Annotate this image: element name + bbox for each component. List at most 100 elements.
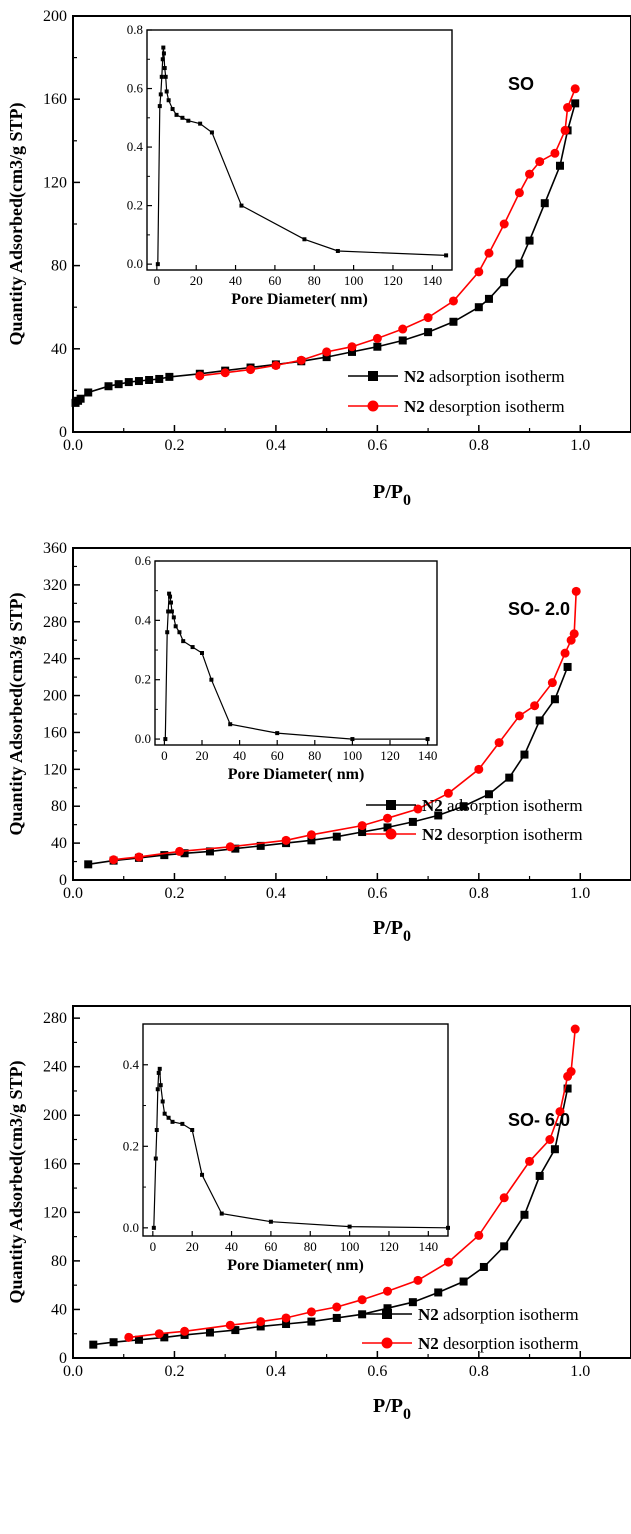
data-point	[545, 1135, 555, 1145]
x-tick-label: 0.0	[63, 1363, 83, 1380]
inset-data-point	[180, 115, 185, 120]
legend-label-gas: N2	[418, 1334, 439, 1353]
data-point	[134, 1335, 143, 1344]
chart-panel-3: 0.0 0.2 0.4 0.6 0.8 1.004080120160200240280P/…	[6, 1005, 631, 1423]
data-point	[256, 1317, 266, 1327]
legend-label: N2 adsorption isotherm	[422, 796, 583, 815]
data-point	[306, 830, 316, 840]
data-point	[225, 842, 235, 852]
data-point	[348, 347, 356, 356]
inset-data-point	[158, 92, 163, 97]
inset-x-tick-label: 0	[150, 1239, 157, 1254]
y-tick-label: 320	[43, 577, 67, 594]
x-tick-label: 0.8	[469, 1363, 489, 1380]
data-point	[547, 678, 557, 688]
inset-x-tick-label: 40	[229, 273, 242, 288]
data-point	[322, 353, 331, 362]
inset-data-point	[200, 651, 204, 655]
inset-data-point	[155, 262, 160, 267]
data-point	[383, 1304, 392, 1313]
y-tick-label: 160	[43, 91, 67, 108]
inset-data-point	[239, 203, 244, 208]
inset-x-tick-label: 80	[304, 1239, 317, 1254]
inset-data-point	[158, 1083, 163, 1088]
y-tick-label: 200	[43, 8, 67, 25]
inset-data-point	[161, 45, 166, 50]
data-point	[484, 248, 494, 258]
data-point	[322, 347, 332, 357]
x-axis-label: P/P0	[373, 1395, 411, 1423]
inset-data-point	[157, 1066, 162, 1071]
x-tick-label: 1.0	[570, 1363, 590, 1380]
inset-data-point	[153, 1156, 158, 1161]
inset-x-tick-label: 80	[308, 273, 321, 288]
inset-data-point	[219, 1211, 224, 1216]
series-line	[88, 666, 569, 866]
inset-data-point	[302, 237, 307, 242]
inset-x-axis-label: Pore Diameter( nm)	[231, 291, 368, 308]
inset-data-point	[169, 609, 174, 614]
data-point	[225, 1320, 235, 1330]
inset-y-tick-label: 0.4	[127, 139, 144, 154]
data-point	[180, 1326, 190, 1336]
inset-data-point	[186, 118, 191, 123]
data-point	[180, 849, 189, 858]
data-point	[563, 1084, 572, 1093]
series-line	[128, 1029, 576, 1339]
x-tick-label: 0.4	[266, 885, 286, 902]
legend-marker	[381, 1337, 393, 1349]
data-point	[479, 1262, 488, 1271]
data-point	[570, 1024, 580, 1034]
inset-y-tick-label: 0.8	[127, 22, 143, 37]
x-tick-label: 0.8	[469, 885, 489, 902]
x-axis-label-subscript: 0	[403, 1406, 411, 1423]
data-point	[525, 169, 535, 179]
data-point	[347, 342, 357, 352]
inset-x-tick-label: 120	[380, 748, 400, 763]
data-point	[372, 333, 382, 343]
inset-y-tick-label: 0.2	[127, 198, 143, 213]
inset-data-point	[170, 1119, 175, 1124]
data-point	[484, 294, 493, 303]
legend-label: N2 desorption isotherm	[422, 825, 583, 844]
legend-marker	[368, 371, 378, 381]
data-point	[124, 378, 133, 387]
inset-data-point	[166, 1115, 171, 1120]
data-point	[307, 836, 316, 845]
inset-y-tick-label: 0.0	[123, 1220, 139, 1235]
data-point	[423, 313, 433, 323]
x-tick-label: 0.6	[367, 437, 387, 454]
x-axis-label-main: P/P	[373, 917, 403, 939]
data-point	[560, 125, 570, 135]
data-point	[205, 1328, 214, 1337]
inset-x-tick-label: 140	[419, 1239, 439, 1254]
data-point	[332, 1313, 341, 1322]
data-point	[563, 662, 572, 671]
x-tick-label: 0.0	[63, 437, 83, 454]
data-point	[449, 317, 458, 326]
data-point	[109, 855, 119, 865]
data-point	[525, 1156, 535, 1166]
x-tick-label: 0.8	[469, 437, 489, 454]
legend-label: N2 adsorption isotherm	[418, 1305, 579, 1324]
x-tick-label: 0.6	[367, 1363, 387, 1380]
y-tick-label: 120	[43, 761, 67, 778]
y-tick-label: 120	[43, 174, 67, 191]
data-point	[145, 376, 154, 384]
inset-frame	[146, 29, 453, 271]
inset-y-tick-label: 0.4	[135, 612, 152, 627]
legend-label-gas: N2	[422, 796, 443, 815]
data-point	[282, 1320, 291, 1329]
data-point	[160, 851, 169, 860]
inset-data-point	[190, 645, 195, 650]
inset-data-point	[168, 600, 173, 605]
series-desorption	[195, 84, 580, 381]
data-point	[76, 394, 85, 403]
inset-x-tick-label: 20	[196, 748, 209, 763]
inset-data-point	[151, 1225, 156, 1230]
data-point	[358, 828, 367, 837]
data-point	[555, 161, 564, 170]
inset-data-point	[425, 737, 430, 742]
data-point	[459, 802, 468, 811]
data-point	[104, 382, 113, 391]
